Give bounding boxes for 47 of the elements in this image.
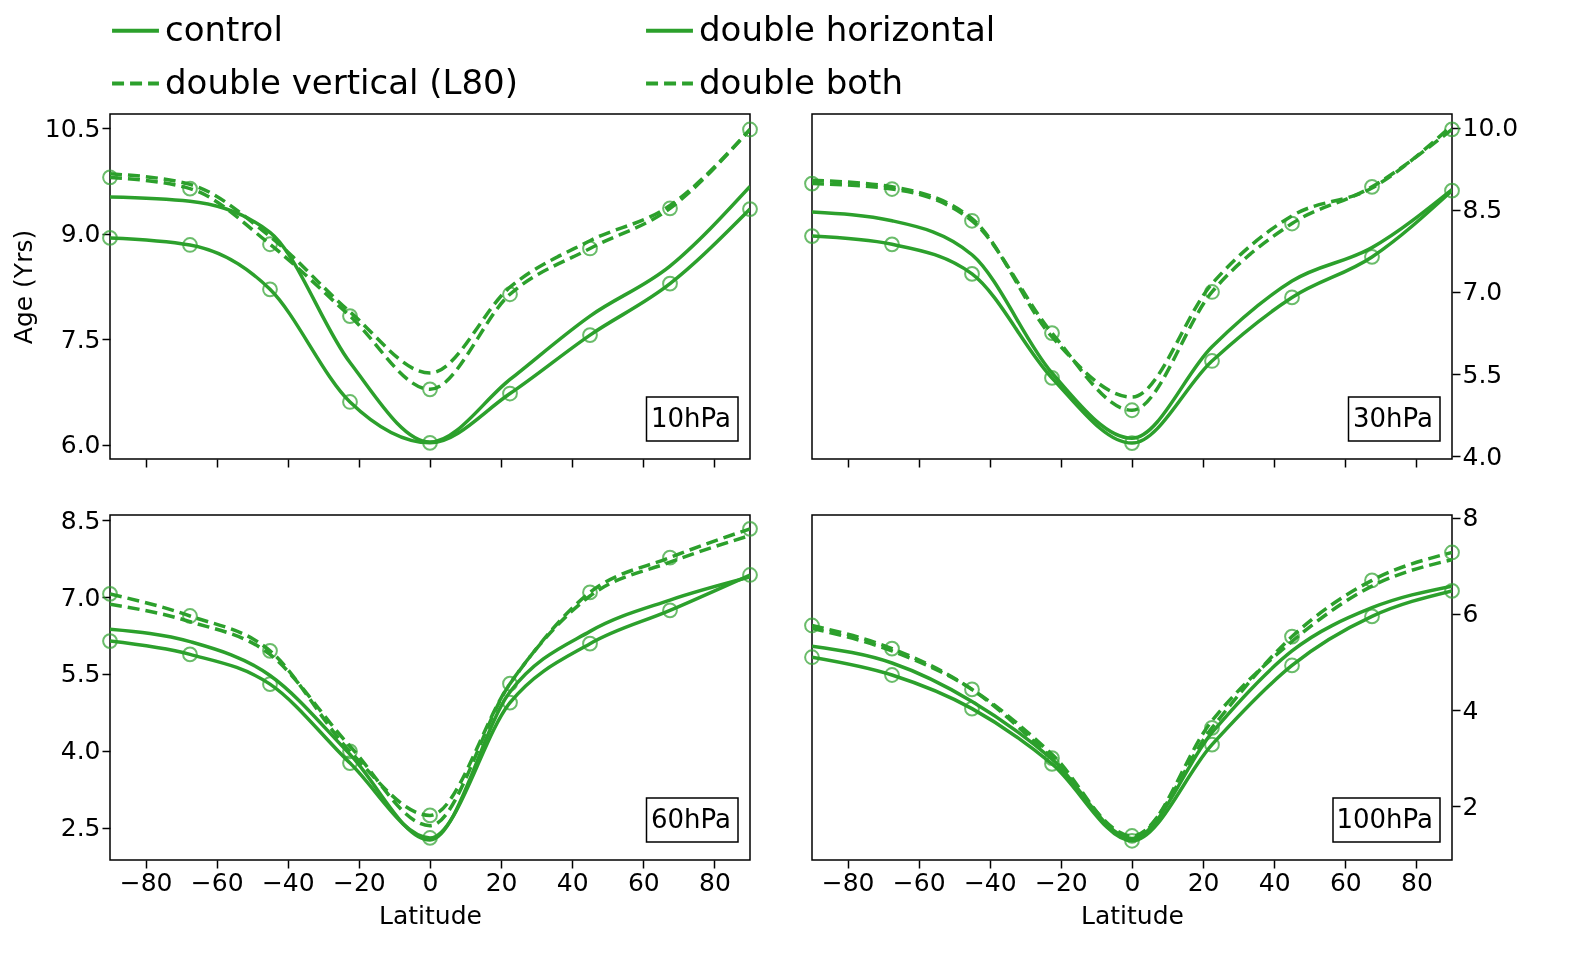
x-axis-title: Latitude [379, 900, 482, 930]
x-tick-label: −60 [892, 867, 946, 897]
y2-tick-label: 6 [1462, 599, 1479, 629]
x-tick-label: −20 [1035, 867, 1088, 897]
x-tick-label: 20 [1187, 867, 1220, 897]
x-tick-label: 0 [422, 867, 439, 897]
x-tick-label: −80 [821, 867, 875, 897]
legend-label: control [165, 8, 283, 49]
y-tick-label: 7.0 [60, 582, 101, 612]
x-axis-title: Latitude [1081, 900, 1184, 930]
y-tick-label: 5.5 [60, 659, 101, 689]
annotation: 30hPa [1352, 403, 1433, 433]
x-tick-label: −20 [333, 867, 386, 897]
x-tick-label: 80 [1401, 867, 1433, 897]
legend-label: double horizontal [699, 8, 996, 49]
y2-tick-label: 8 [1462, 503, 1479, 533]
x-tick-label: 60 [1329, 867, 1362, 897]
y2-tick-label: 4.0 [1462, 441, 1503, 471]
y2-tick-label: 10.0 [1462, 113, 1519, 143]
y-axis-title: Age (Yrs) [8, 229, 38, 345]
y-tick-label: 8.5 [60, 505, 101, 535]
y-tick-label: 9.0 [60, 219, 101, 249]
y-tick-label: 4.0 [60, 736, 101, 766]
legend-label: double both [699, 61, 903, 102]
x-tick-label: −40 [963, 867, 1017, 897]
x-tick-label: −60 [190, 867, 244, 897]
x-tick-label: 60 [627, 867, 660, 897]
x-tick-label: −40 [261, 867, 315, 897]
legend-label: double vertical (L80) [165, 61, 518, 102]
x-tick-label: 40 [556, 867, 589, 897]
y2-tick-label: 5.5 [1462, 359, 1503, 389]
annotation: 100hPa [1336, 804, 1433, 834]
x-tick-label: 40 [1258, 867, 1291, 897]
x-tick-label: −80 [119, 867, 173, 897]
x-tick-label: 0 [1124, 867, 1141, 897]
x-tick-label: 80 [699, 867, 731, 897]
y2-tick-label: 7.0 [1462, 277, 1503, 307]
annotation: 60hPa [650, 804, 731, 834]
y-tick-label: 7.5 [60, 324, 101, 354]
x-tick-label: 20 [485, 867, 518, 897]
y2-tick-label: 4 [1462, 695, 1479, 725]
y-tick-label: 10.5 [44, 113, 101, 143]
y2-tick-label: 2 [1462, 791, 1479, 821]
y2-tick-label: 8.5 [1462, 195, 1503, 225]
y-tick-label: 2.5 [60, 813, 101, 843]
y-tick-label: 6.0 [60, 430, 101, 460]
annotation: 10hPa [650, 403, 731, 433]
